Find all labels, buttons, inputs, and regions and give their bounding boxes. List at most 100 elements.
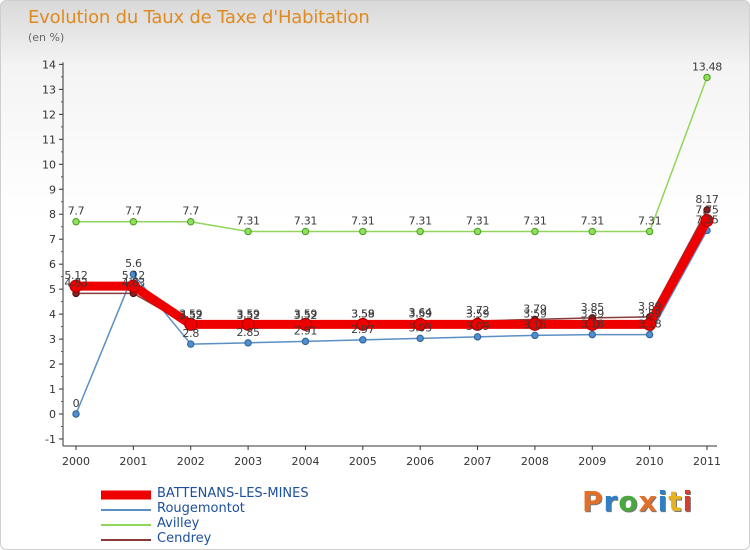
- x-tick-label: 2011: [693, 455, 721, 468]
- data-label: 3.59: [466, 307, 490, 320]
- legend-swatch-avilley: [101, 523, 151, 526]
- battenans-point: [585, 317, 599, 331]
- data-label: 7.31: [638, 214, 661, 227]
- data-label: 3.52: [179, 309, 202, 322]
- battenans-point: [241, 317, 255, 331]
- x-tick-label: 2008: [521, 455, 549, 468]
- y-tick-label: 4: [49, 308, 56, 321]
- data-label: 5.6: [125, 257, 142, 270]
- avilley-point: [129, 218, 138, 226]
- data-label: 7.31: [523, 214, 546, 227]
- rougemontot-point: [129, 270, 138, 278]
- y-tick-label: 6: [49, 258, 56, 271]
- legend-label-battenans: BATTENANS-LES-MINES: [157, 486, 309, 501]
- y-tick-label: 3: [49, 333, 56, 346]
- x-tick-label: 2002: [177, 455, 205, 468]
- y-tick-label: 1: [49, 383, 56, 396]
- data-label: 7.7: [182, 205, 199, 218]
- rougemontot-point: [301, 337, 310, 346]
- rougemontot-point: [473, 333, 482, 341]
- data-label: 7.31: [466, 214, 489, 227]
- data-label: 7.31: [294, 214, 317, 227]
- data-label: 3.18: [638, 318, 662, 331]
- rougemontot-point: [645, 330, 654, 339]
- data-label: 7.31: [236, 214, 259, 227]
- battenans-point: [184, 317, 198, 331]
- data-label: 7.75: [695, 203, 719, 216]
- chart-title: Evolution du Taux de Taxe d'Habitation: [28, 7, 370, 28]
- data-label: 2.85: [236, 326, 260, 339]
- data-label: 13.48: [692, 60, 722, 73]
- x-tick-label: 2009: [578, 455, 606, 468]
- avilley-point: [244, 227, 252, 236]
- x-tick-label: 2001: [119, 455, 147, 468]
- y-tick-label: 12: [42, 108, 56, 121]
- data-label: 0: [73, 397, 80, 410]
- avilley-point: [588, 227, 596, 236]
- y-tick-label: 7: [49, 233, 56, 246]
- avilley-point: [703, 73, 711, 82]
- data-label: 3.03: [409, 321, 433, 334]
- avilley-point: [531, 227, 539, 236]
- battenans-point: [528, 317, 542, 331]
- x-tick-label: 2007: [464, 455, 492, 468]
- battenans-line: [76, 218, 711, 329]
- battenans-point: [413, 317, 427, 331]
- rougemontot-point: [187, 340, 195, 348]
- data-label: 3.52: [236, 309, 259, 322]
- logo-letter: x: [638, 485, 658, 518]
- y-tick-label: 0: [49, 408, 56, 421]
- battenans-point: [126, 279, 140, 293]
- data-label: 7.31: [351, 214, 374, 227]
- data-label: 3.59: [523, 307, 547, 320]
- data-label: 8.17: [695, 193, 719, 206]
- avilley-point: [473, 227, 482, 236]
- rougemontot-line: [75, 230, 708, 415]
- y-tick-label: 14: [42, 58, 56, 71]
- data-label: 3.59: [294, 307, 318, 320]
- data-label: 2.97: [351, 323, 375, 336]
- data-label: 2.91: [294, 324, 317, 337]
- legend-label-rougemontot: Rougemontot: [157, 501, 245, 516]
- y-tick-label: -1: [45, 433, 56, 446]
- y-tick-label: 5: [49, 283, 56, 296]
- data-label: 4.83: [122, 276, 146, 289]
- data-label: 7.7: [68, 205, 85, 218]
- legend-swatch-cendrey: [101, 538, 151, 541]
- x-tick-label: 2000: [62, 455, 90, 468]
- data-label: 3.64: [409, 306, 433, 319]
- logo-letter: i: [682, 485, 694, 518]
- data-label: 3.59: [409, 307, 433, 320]
- battenans-point: [643, 317, 657, 331]
- avilley-point: [72, 218, 80, 226]
- x-tick-label: 2004: [291, 455, 319, 468]
- data-label: 3.72: [466, 304, 489, 317]
- rougemontot-point: [588, 330, 596, 339]
- data-label: 4.83: [64, 276, 88, 289]
- y-tick-label: 9: [49, 183, 56, 196]
- battenans-point: [69, 279, 83, 293]
- battenans-point: [356, 317, 370, 331]
- data-label: 2.8: [182, 327, 199, 340]
- data-label: 3.59: [581, 307, 605, 320]
- logo-letter: o: [618, 485, 639, 518]
- data-label: 3.58: [351, 308, 375, 321]
- data-label: 7.31: [409, 214, 432, 227]
- logo-letter: i: [657, 485, 669, 518]
- chart-unit-label: (en %): [28, 31, 65, 44]
- battenans-point: [700, 213, 714, 227]
- data-label: 3.89: [638, 300, 662, 313]
- y-tick-label: 2: [49, 358, 56, 371]
- rougemontot-point: [72, 410, 80, 418]
- avilley-line: [76, 77, 708, 233]
- battenans-point: [471, 317, 485, 331]
- data-label: 5.12: [122, 269, 145, 282]
- battenans-point: [298, 317, 312, 331]
- data-label: 3.59: [179, 307, 203, 320]
- x-tick-label: 2005: [349, 455, 377, 468]
- data-label: 3.59: [351, 307, 375, 320]
- x-tick-label: 2010: [636, 455, 664, 468]
- y-tick-label: 13: [42, 83, 56, 96]
